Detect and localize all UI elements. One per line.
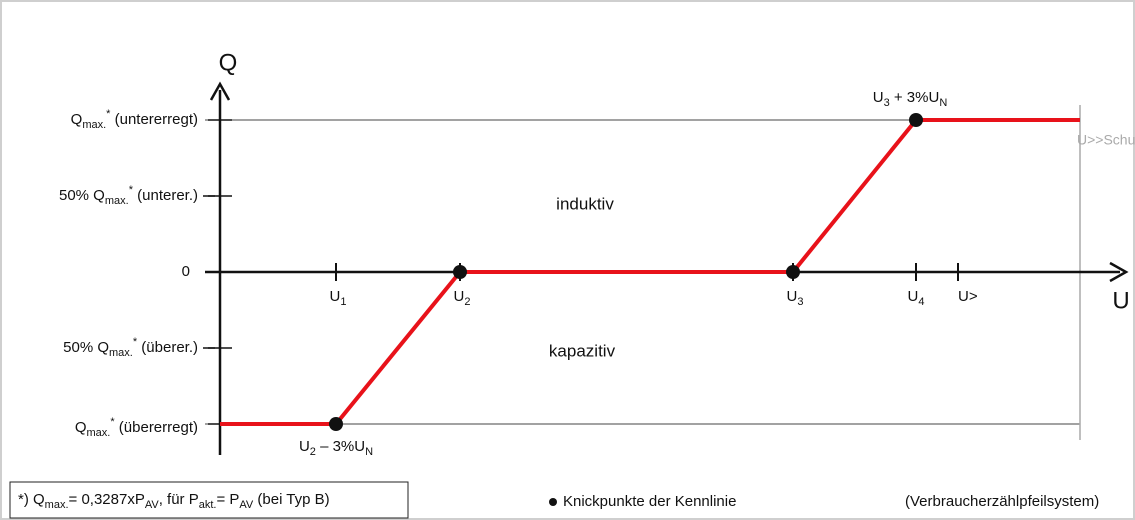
text-piece: akt. bbox=[199, 499, 217, 511]
text-piece: = 0,3287xP bbox=[69, 491, 145, 508]
text-piece: * bbox=[106, 108, 111, 120]
text-piece: (untererregt) bbox=[110, 111, 198, 128]
text-piece: max. bbox=[87, 427, 111, 439]
text-piece: U bbox=[873, 89, 884, 106]
system-text: (Verbraucherzählpfeilsystem) bbox=[905, 493, 1099, 510]
text-piece: – 3%U bbox=[316, 438, 365, 455]
point-label: U2 – 3%UN bbox=[299, 438, 373, 458]
text-piece: max. bbox=[109, 347, 133, 359]
x-label: U3 bbox=[787, 288, 804, 308]
text-piece: U bbox=[787, 288, 798, 305]
text-piece: (übererregt) bbox=[115, 419, 198, 436]
text-piece: = P bbox=[216, 491, 239, 508]
text-piece: 50% Q bbox=[63, 339, 109, 356]
text-piece: , für P bbox=[159, 491, 199, 508]
y-label: 50% Qmax.* (unterer.) bbox=[59, 184, 198, 207]
text-piece: U bbox=[454, 288, 465, 305]
text-piece: *) Q bbox=[18, 491, 45, 508]
text-piece: Q bbox=[75, 419, 87, 436]
text-piece: Q bbox=[71, 111, 83, 128]
x-label: U4 bbox=[908, 288, 925, 308]
text-piece: (bei Typ B) bbox=[253, 491, 329, 508]
y-label: 0 bbox=[182, 263, 190, 280]
text-piece: max. bbox=[105, 195, 129, 207]
text-piece: U bbox=[299, 438, 310, 455]
text-piece: 50% Q bbox=[59, 187, 105, 204]
text-piece: U bbox=[330, 288, 341, 305]
text-piece: U bbox=[908, 288, 919, 305]
text-piece: 3 bbox=[884, 97, 890, 109]
text-piece: max. bbox=[45, 499, 69, 511]
text-piece: 2 bbox=[310, 446, 316, 458]
note-text: *) Qmax.= 0,3287xPAV, für Pakt.= PAV (be… bbox=[18, 491, 330, 511]
text-piece: * bbox=[133, 336, 138, 348]
y-label: 50% Qmax.* (überer.) bbox=[63, 336, 198, 359]
note-box bbox=[9, 481, 409, 519]
x-label: U1 bbox=[330, 288, 347, 308]
text-piece: 4 bbox=[918, 296, 924, 308]
text-piece: 0 bbox=[182, 263, 190, 280]
x-label: U2 bbox=[454, 288, 471, 308]
x-axis-label: U bbox=[1112, 287, 1129, 314]
x-label: U> bbox=[958, 288, 978, 305]
text-piece: 3 bbox=[797, 296, 803, 308]
y-label: Qmax.* (untererregt) bbox=[71, 108, 198, 131]
break-points bbox=[329, 113, 923, 431]
text-piece: * bbox=[110, 416, 115, 428]
text-piece: + 3%U bbox=[890, 89, 940, 106]
text-piece: (überer.) bbox=[137, 339, 198, 356]
text-piece: N bbox=[365, 446, 373, 458]
text-piece: AV bbox=[145, 499, 160, 511]
y-axis-label: Q bbox=[219, 49, 238, 76]
point-label: U3 + 3%UN bbox=[873, 89, 948, 109]
text-piece: (unterer.) bbox=[133, 187, 198, 204]
text-piece: max. bbox=[82, 119, 106, 131]
x-arrow bbox=[1109, 261, 1129, 283]
text-piece: AV bbox=[239, 499, 254, 511]
text-piece: 2 bbox=[464, 296, 470, 308]
y-label: Qmax.* (übererregt) bbox=[75, 416, 198, 439]
text-piece: * bbox=[129, 184, 134, 196]
y-arrow bbox=[209, 81, 231, 101]
characteristic-curve bbox=[220, 118, 1080, 426]
text-piece: N bbox=[939, 97, 947, 109]
region-label: induktiv bbox=[556, 194, 614, 213]
text-piece: U> bbox=[958, 288, 978, 305]
legend-dot bbox=[549, 498, 557, 506]
text-piece: 1 bbox=[340, 296, 346, 308]
legend-text: Knickpunkte der Kennlinie bbox=[563, 493, 736, 510]
limit-label: U>>Schutz bbox=[1077, 132, 1135, 148]
region-label: kapazitiv bbox=[549, 341, 616, 360]
